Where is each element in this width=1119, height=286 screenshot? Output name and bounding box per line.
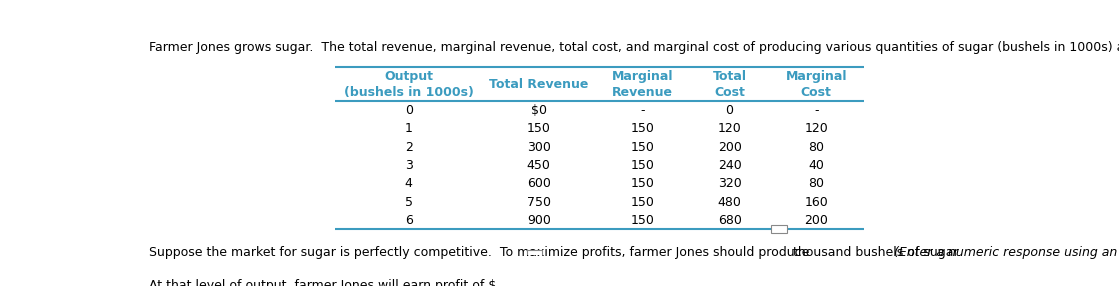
Text: 200: 200: [805, 214, 828, 227]
Text: 6: 6: [405, 214, 413, 227]
Text: thousand bushels of sugar.: thousand bushels of sugar.: [789, 246, 970, 259]
Text: Marginal
Cost: Marginal Cost: [786, 70, 847, 99]
Text: 680: 680: [717, 214, 742, 227]
Bar: [527, 250, 543, 259]
Text: 200: 200: [717, 141, 742, 154]
Text: 5: 5: [405, 196, 413, 208]
Text: At that level of output, farmer Jones will earn profit of $: At that level of output, farmer Jones wi…: [149, 279, 496, 286]
Text: 120: 120: [717, 122, 742, 135]
Text: 80: 80: [808, 141, 825, 154]
Text: 240: 240: [717, 159, 742, 172]
Text: 320: 320: [717, 177, 742, 190]
Text: 600: 600: [527, 177, 551, 190]
Text: 450: 450: [527, 159, 551, 172]
Text: 150: 150: [631, 141, 655, 154]
Text: Total
Cost: Total Cost: [713, 70, 746, 99]
Text: 2: 2: [405, 141, 413, 154]
Text: -: -: [640, 104, 646, 117]
Text: 160: 160: [805, 196, 828, 208]
Text: Output
(bushels in 1000s): Output (bushels in 1000s): [344, 70, 473, 99]
Text: $0: $0: [530, 104, 547, 117]
Text: 40: 40: [808, 159, 825, 172]
Text: 150: 150: [631, 159, 655, 172]
Text: Suppose the market for sugar is perfectly competitive.  To maximize profits, far: Suppose the market for sugar is perfectl…: [149, 246, 809, 259]
Text: Marginal
Revenue: Marginal Revenue: [612, 70, 674, 99]
Text: 150: 150: [631, 214, 655, 227]
Text: 150: 150: [631, 196, 655, 208]
Text: 480: 480: [717, 196, 742, 208]
Text: (Enter a numeric response using an integer.): (Enter a numeric response using an integ…: [894, 246, 1119, 259]
Text: 750: 750: [527, 196, 551, 208]
Text: 900: 900: [527, 214, 551, 227]
Text: 1: 1: [405, 122, 413, 135]
Text: 300: 300: [527, 141, 551, 154]
Text: -: -: [814, 104, 819, 117]
Text: 150: 150: [527, 122, 551, 135]
Text: 150: 150: [631, 122, 655, 135]
Bar: [771, 225, 787, 233]
Text: 120: 120: [805, 122, 828, 135]
Text: 4: 4: [405, 177, 413, 190]
Text: 0: 0: [725, 104, 734, 117]
Text: 150: 150: [631, 177, 655, 190]
Text: 0: 0: [405, 104, 413, 117]
Text: 3: 3: [405, 159, 413, 172]
Text: Total Revenue: Total Revenue: [489, 78, 589, 91]
Text: Farmer Jones grows sugar.  The total revenue, marginal revenue, total cost, and : Farmer Jones grows sugar. The total reve…: [149, 41, 1119, 54]
Text: 80: 80: [808, 177, 825, 190]
